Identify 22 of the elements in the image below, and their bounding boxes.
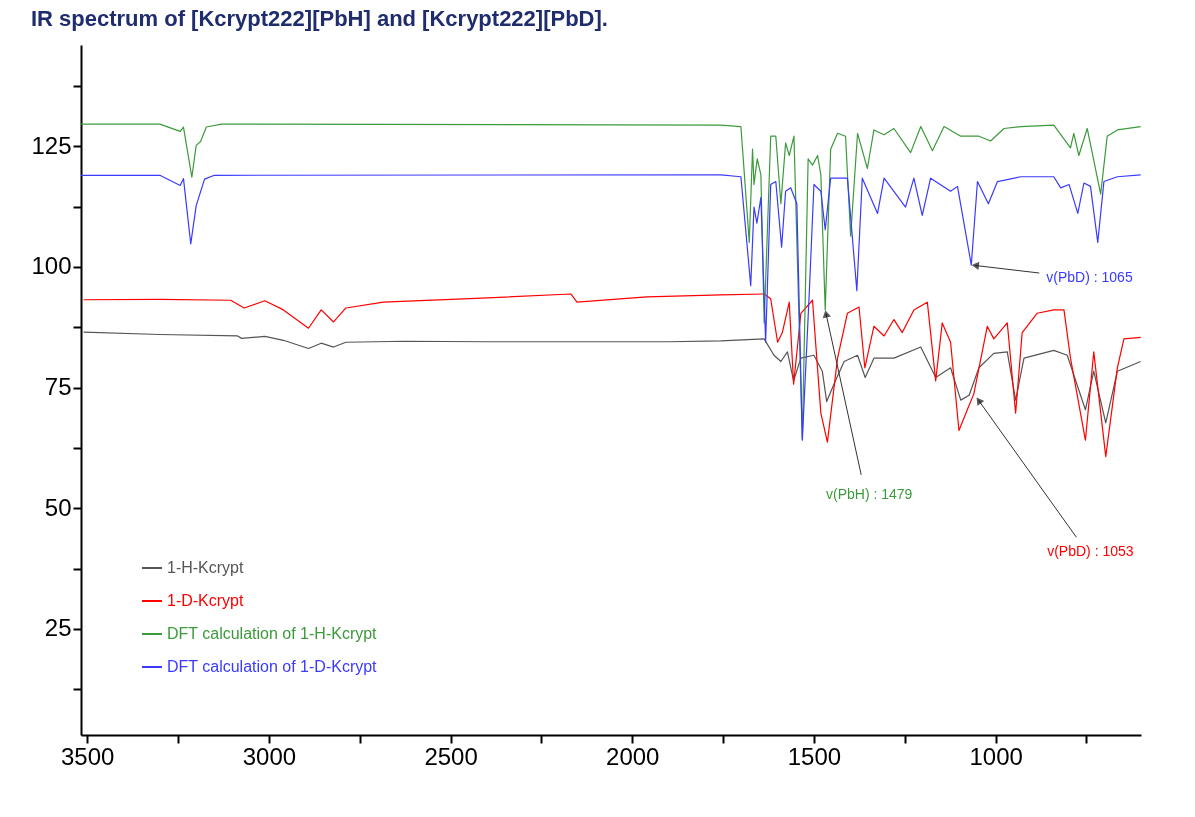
x-tick-label: 1000 [969, 742, 1023, 770]
x-tick-label: 2000 [606, 742, 660, 770]
x-tick-label: 3000 [242, 742, 297, 770]
legend-label: 1-H-Kcrypt [167, 559, 245, 576]
x-tick-label: 1500 [787, 742, 842, 770]
line-series [82, 293, 1141, 458]
y-tick-label: 125 [31, 131, 72, 159]
chart-title: IR spectrum of [Kcrypt222][PbH] and [Kcrypt222][PbD]. [30, 6, 608, 31]
annotation: v(PbD) : 1065 [1046, 269, 1133, 286]
y-tick-label: 25 [44, 614, 72, 642]
x-tick-label: 3500 [60, 742, 115, 770]
y-tick-label: 100 [31, 252, 72, 280]
line-series [81, 174, 1141, 441]
legend-label: DFT calculation of 1-H-Kcrypt [167, 625, 378, 642]
legend-label: 1-D-Kcrypt [167, 592, 245, 609]
annotation: v(PbD) : 1053 [1047, 543, 1134, 560]
y-tick-label: 75 [44, 373, 72, 401]
x-tick-label: 2500 [424, 742, 478, 770]
legend-label: DFT calculation of 1-D-Kcrypt [167, 658, 378, 675]
line-series [82, 331, 1141, 424]
y-tick-label: 50 [44, 493, 72, 521]
annotation: v(PbH) : 1479 [826, 485, 913, 502]
